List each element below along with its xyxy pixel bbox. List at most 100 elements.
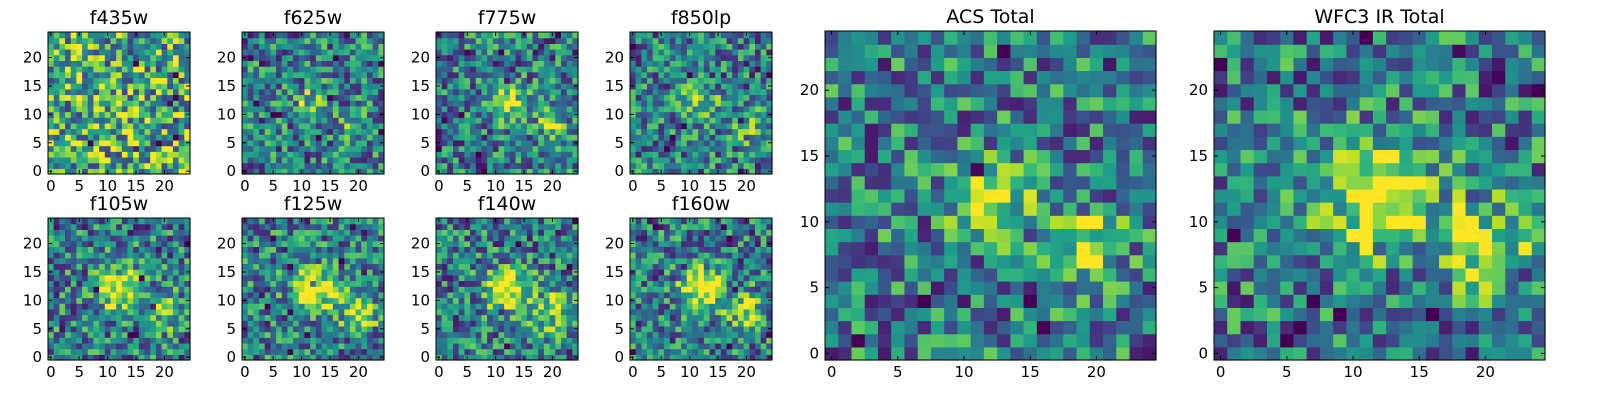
pixel-cell	[715, 280, 722, 287]
pixel-cell	[532, 88, 539, 96]
pixel-cell	[87, 66, 95, 73]
pixel-cell	[366, 83, 374, 90]
pixel-cell	[509, 145, 517, 152]
pixel-cell	[515, 308, 522, 316]
pixel-cell	[732, 71, 739, 79]
pixel-cell	[121, 229, 129, 236]
pixel-cell	[754, 139, 762, 147]
pixel-cell	[349, 263, 357, 270]
pixel-cell	[304, 37, 311, 44]
pixel-cell	[698, 325, 705, 333]
pixel-cell	[647, 32, 654, 39]
pixel-cell	[647, 43, 654, 50]
pixel-cell	[65, 325, 72, 333]
pixel-cell	[698, 274, 705, 282]
pixel-cell	[509, 151, 517, 158]
pixel-cell	[172, 71, 180, 79]
pixel-cell	[715, 122, 722, 130]
pixel-cell	[560, 348, 568, 355]
pixel-cell	[543, 134, 551, 141]
pixel-cell	[743, 331, 750, 338]
pixel-cell	[720, 325, 728, 333]
pixel-cell	[458, 320, 465, 327]
pixel-cell	[253, 37, 260, 44]
pixel-cell	[161, 43, 168, 50]
pixel-cell	[692, 325, 699, 333]
pixel-cell	[110, 145, 117, 152]
pixel-cell	[675, 325, 682, 333]
pixel-cell	[470, 71, 477, 79]
pixel-cell	[453, 308, 460, 316]
pixel-cell	[441, 297, 448, 304]
pixel-cell	[726, 291, 733, 299]
pixel-cell	[287, 342, 294, 350]
pixel-cell	[144, 94, 151, 101]
pixel-cell	[470, 291, 477, 299]
pixel-cell	[749, 134, 756, 141]
pixel-cell	[304, 77, 311, 84]
pixel-cell	[726, 94, 733, 101]
pixel-cell	[281, 297, 289, 304]
pixel-cell	[155, 291, 163, 299]
pixel-cell	[76, 37, 83, 44]
pixel-cell	[692, 314, 699, 321]
pixel-cell	[70, 105, 77, 113]
pixel-cell	[321, 94, 328, 101]
pixel-cell	[293, 83, 300, 90]
pixel-cell	[355, 286, 362, 293]
pixel-cell	[144, 297, 151, 304]
pixel-cell	[70, 314, 77, 321]
pixel-cell	[344, 145, 351, 152]
pixel-cell	[70, 240, 77, 247]
pixel-cell	[669, 342, 677, 350]
pixel-cell	[698, 122, 705, 130]
pixel-cell	[715, 331, 722, 338]
pixel-cell	[470, 223, 477, 230]
pixel-cell	[470, 162, 477, 169]
pixel-cell	[652, 71, 659, 79]
pixel-cell	[709, 274, 716, 282]
pixel-cell	[344, 43, 351, 50]
pixel-cell	[178, 337, 185, 344]
pixel-cell	[572, 320, 579, 327]
pixel-cell	[253, 94, 260, 101]
pixel-cell	[144, 32, 151, 39]
pixel-cell	[276, 105, 283, 113]
pixel-cell	[355, 252, 362, 259]
pixel-cell	[70, 303, 77, 310]
pixel-cell	[76, 105, 83, 113]
pixel-cell	[532, 145, 539, 152]
pixel-cell	[475, 314, 483, 321]
pixel-cell	[504, 308, 511, 316]
pixel-cell	[327, 331, 334, 338]
pixel-cell	[630, 37, 637, 44]
pixel-cell	[669, 117, 677, 124]
pixel-cell	[287, 337, 294, 344]
pixel-cell	[65, 43, 72, 50]
pixel-cell	[281, 105, 289, 113]
pixel-cell	[361, 337, 368, 344]
pixel-cell	[526, 156, 534, 164]
pixel-cell	[458, 145, 465, 152]
pixel-cell	[48, 66, 55, 73]
pixel-cell	[264, 54, 271, 61]
pixel-cell	[259, 151, 266, 158]
pixel-cell	[754, 66, 762, 73]
pixel-cell	[327, 145, 334, 152]
pixel-cell	[53, 291, 60, 299]
pixel-cell	[116, 168, 123, 175]
pixel-cell	[172, 240, 180, 247]
pixel-cell	[361, 71, 368, 79]
pixel-cell	[184, 252, 191, 259]
pixel-cell	[293, 320, 300, 327]
pixel-cell	[366, 246, 374, 253]
pixel-cell	[293, 218, 300, 225]
pixel-cell	[184, 156, 191, 164]
pixel-cell	[487, 354, 494, 361]
pixel-cell	[378, 274, 385, 282]
pixel-cell	[526, 303, 534, 310]
pixel-cell	[253, 134, 260, 141]
pixel-cell	[161, 94, 168, 101]
pixel-cell	[504, 337, 511, 344]
pixel-cell	[138, 122, 146, 130]
